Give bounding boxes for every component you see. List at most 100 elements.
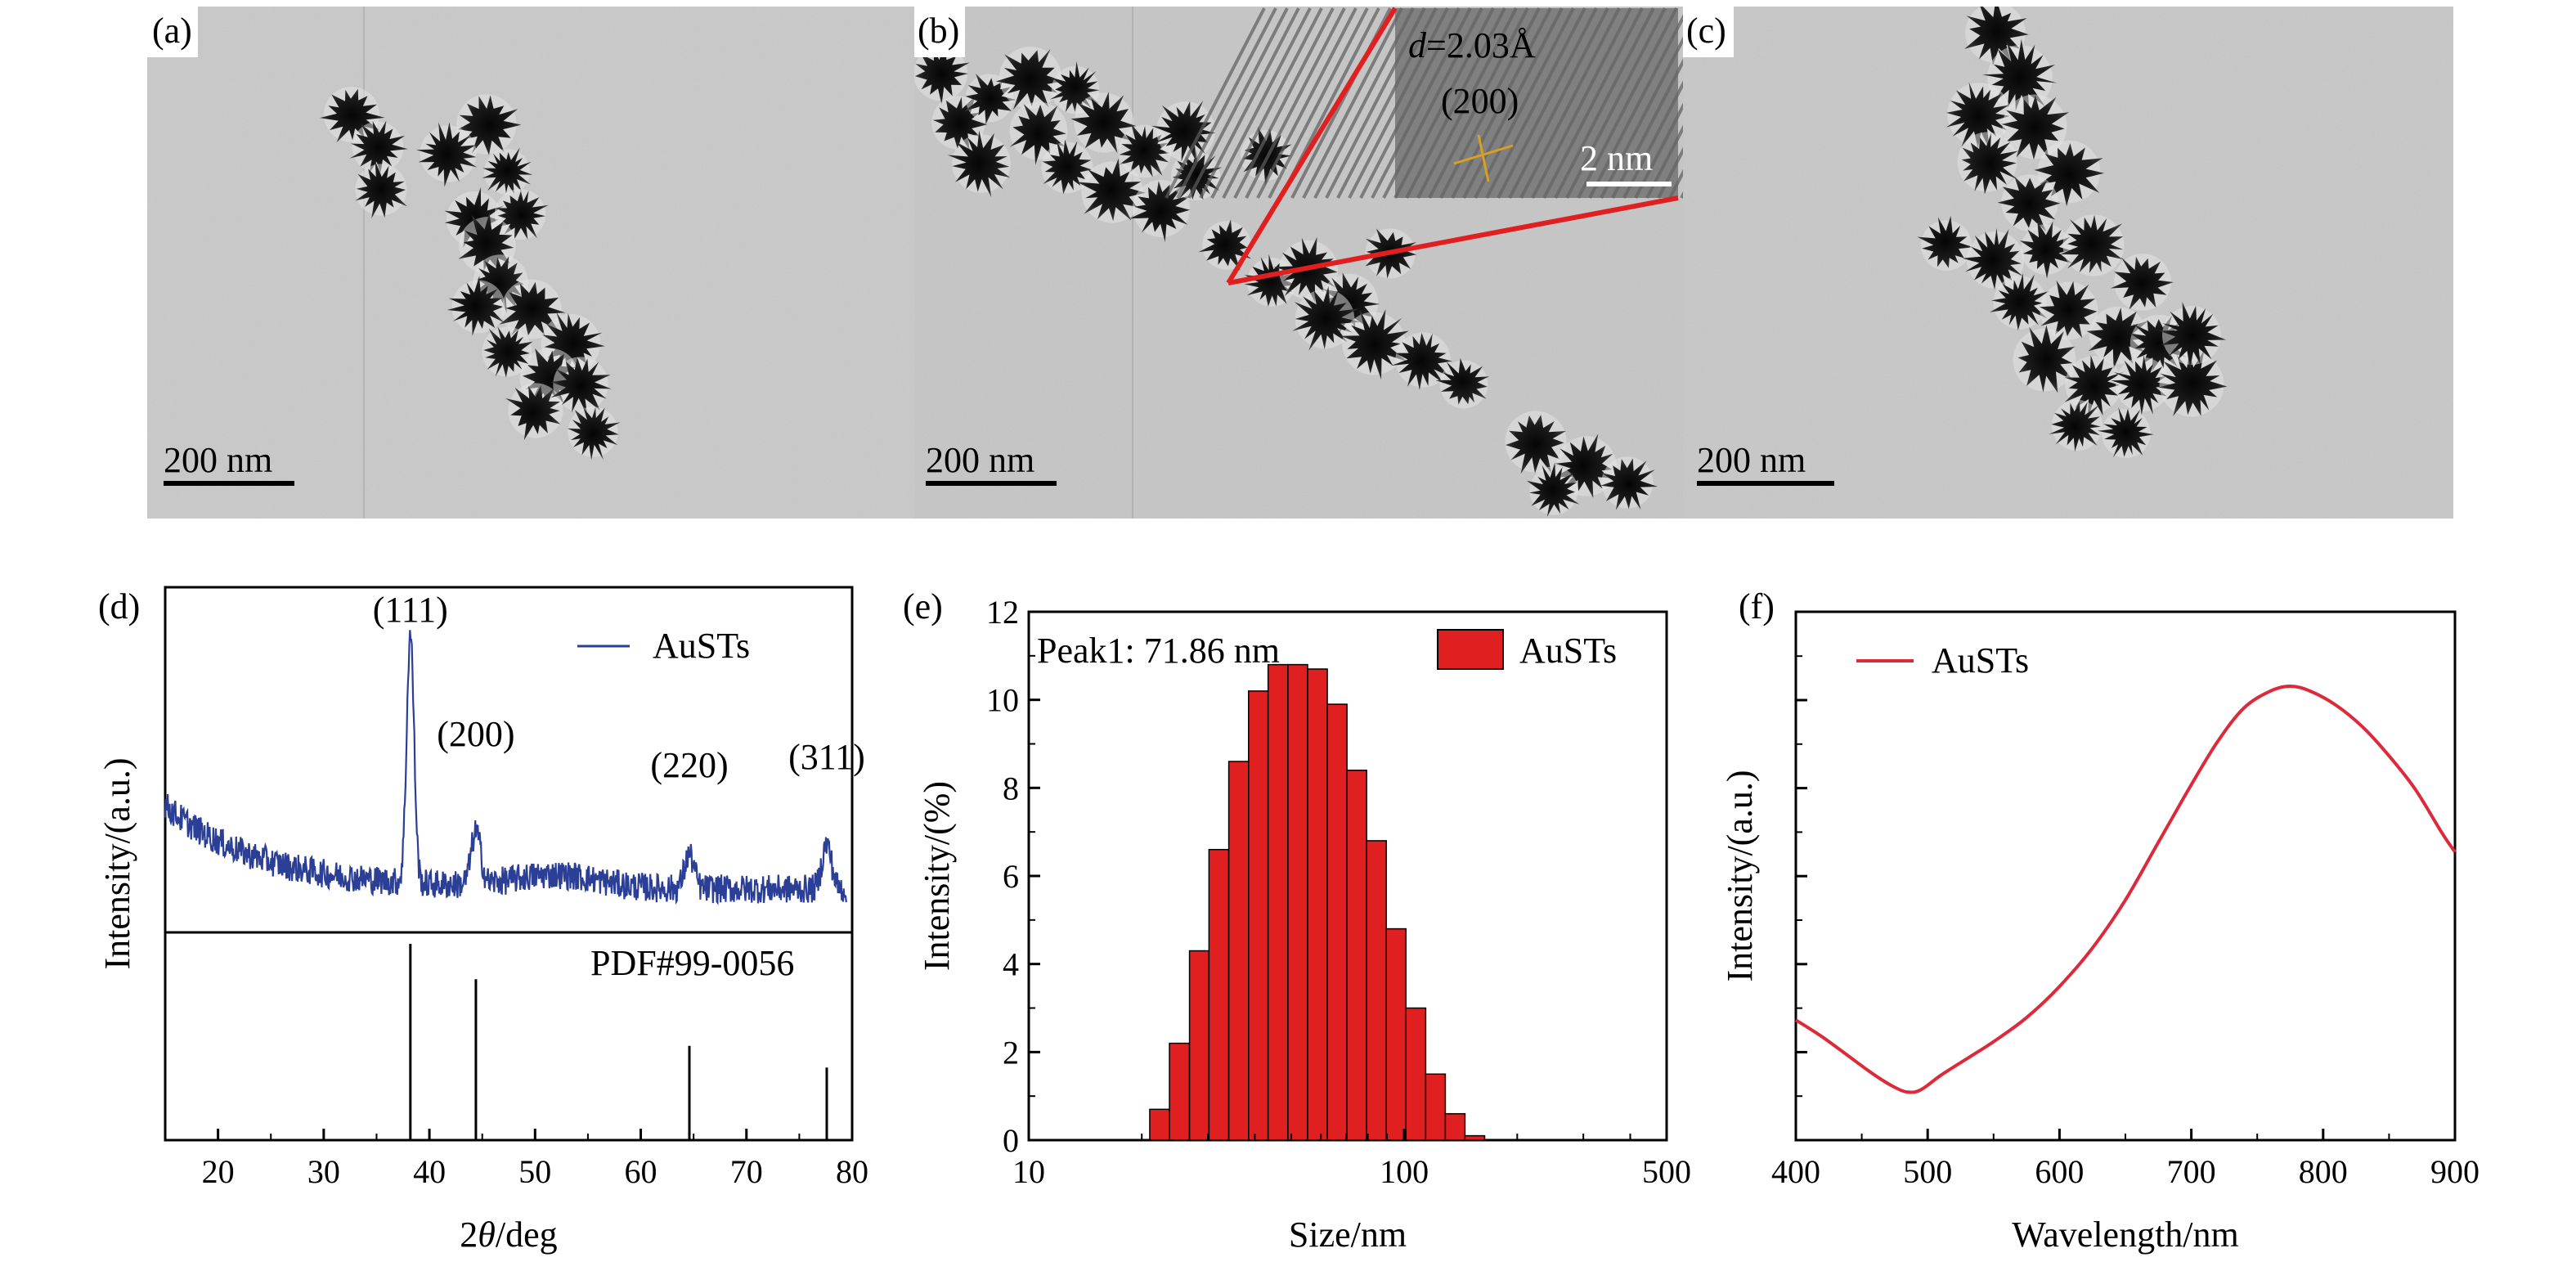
x-tick-label: 40 bbox=[413, 1153, 446, 1190]
nanostar bbox=[2059, 214, 2124, 273]
peak-label: (220) bbox=[650, 745, 728, 785]
y-tick-label: 4 bbox=[1003, 946, 1019, 983]
dls-legend-label: AuSTs bbox=[1519, 631, 1617, 671]
nanostar bbox=[1962, 227, 2023, 292]
tem-image-b: (b) 200 nm d=2.03Å (200) 2 nm bbox=[914, 7, 1941, 519]
nanostar bbox=[1049, 61, 1100, 113]
panel-label-c: (c) bbox=[1686, 11, 1726, 51]
uv-series-line bbox=[1794, 684, 2457, 1094]
scale-bar-b bbox=[926, 481, 1057, 486]
nanostar bbox=[1990, 273, 2050, 331]
dls-x-axis-title: Size/nm bbox=[1289, 1215, 1407, 1255]
nanostar bbox=[457, 95, 522, 155]
scale-bar-label-b: 200 nm bbox=[926, 440, 1034, 480]
nanostar bbox=[932, 96, 988, 151]
histogram-bar bbox=[1227, 761, 1250, 1141]
x-tick-label: 20 bbox=[202, 1153, 235, 1190]
histogram-bar bbox=[1444, 1112, 1466, 1141]
nanostar bbox=[1390, 332, 1452, 390]
uv-legend-label: AuSTs bbox=[1932, 640, 2029, 680]
panel-label-d: (d) bbox=[98, 586, 140, 627]
xrd-frame bbox=[164, 586, 854, 1142]
histogram-bar bbox=[1188, 950, 1210, 1141]
nanostar bbox=[1129, 181, 1193, 243]
histogram-bar bbox=[1307, 668, 1328, 1141]
nanostar bbox=[1553, 433, 1613, 498]
scale-bar-label-a: 200 nm bbox=[164, 440, 272, 480]
peak-label: (311) bbox=[788, 737, 865, 777]
histogram-bar bbox=[1385, 927, 1407, 1141]
nanostar bbox=[1961, 132, 2019, 195]
histogram-bar bbox=[1405, 1007, 1427, 1141]
nanostar bbox=[349, 120, 408, 174]
y-tick-label: 12 bbox=[986, 594, 1019, 631]
histogram-bar bbox=[1169, 1042, 1191, 1141]
xrd-legend-label: AuSTs bbox=[653, 626, 750, 666]
nanostar bbox=[2039, 280, 2098, 339]
scale-bar-c bbox=[1697, 481, 1834, 486]
x-tick-label: 500 bbox=[1642, 1153, 1691, 1190]
nanostar bbox=[1070, 92, 1137, 154]
nanostar bbox=[2086, 308, 2149, 369]
x-tick-label: 30 bbox=[307, 1153, 340, 1190]
x-tick-label: 80 bbox=[836, 1153, 868, 1190]
y-tick-label: 8 bbox=[1003, 770, 1019, 806]
nanostar bbox=[483, 326, 533, 378]
nanostar bbox=[1340, 308, 1409, 380]
nanostar bbox=[2049, 401, 2101, 452]
nanostar bbox=[2111, 355, 2171, 415]
nanostar bbox=[1151, 101, 1216, 163]
x-tick-label: 60 bbox=[625, 1153, 657, 1190]
nanostar bbox=[505, 385, 561, 441]
nanostar bbox=[1198, 219, 1252, 271]
xrd-chart: (d) (111) (200) (220) (311) PDF#99-0056 20 3… bbox=[97, 586, 868, 1255]
x-tick-label: 400 bbox=[1771, 1153, 1820, 1190]
peak-annotation: Peak1: 71.86 nm bbox=[1037, 631, 1280, 671]
nanostar bbox=[447, 276, 505, 336]
xrd-x-axis-title: 2θ/deg bbox=[460, 1215, 557, 1255]
nanostar bbox=[1077, 158, 1146, 222]
x-tick-label: 50 bbox=[518, 1153, 551, 1190]
nanostar bbox=[947, 130, 1011, 197]
histogram-bar bbox=[1366, 840, 1387, 1141]
x-tick-label: 100 bbox=[1380, 1153, 1429, 1190]
nanostar bbox=[416, 122, 478, 187]
xrd-series-line bbox=[164, 630, 847, 905]
reference-label: PDF#99-0056 bbox=[590, 943, 794, 983]
inset-plane-label: (200) bbox=[1441, 81, 1519, 121]
nanostar bbox=[1526, 462, 1580, 517]
nanostar bbox=[2157, 349, 2228, 416]
inset-scale-bar bbox=[1586, 182, 1672, 186]
zoom-line-bottom bbox=[1227, 195, 1679, 285]
tem-image-a: (a) 200 nm bbox=[147, 7, 914, 519]
nanostar bbox=[2017, 325, 2076, 393]
y-tick-label: 0 bbox=[1003, 1122, 1019, 1159]
x-tick-label: 600 bbox=[2035, 1153, 2084, 1190]
nanostar bbox=[320, 88, 385, 143]
nanostar bbox=[567, 406, 621, 460]
x-tick-label: 70 bbox=[730, 1153, 763, 1190]
histogram-bar bbox=[1149, 1108, 1170, 1141]
uv-y-axis-title: Intensity/(a.u.) bbox=[1720, 770, 1760, 981]
nanostar bbox=[482, 147, 533, 195]
nanostar bbox=[2158, 302, 2227, 369]
xrd-y-axis-title: Intensity/(a.u.) bbox=[97, 757, 137, 969]
histogram-bar bbox=[1346, 770, 1367, 1141]
histogram-bar bbox=[1287, 663, 1308, 1141]
dls-chart: (e) 0 2 4 6 8 10 12 10 100 500 Peak1: 71.86 nm Au… bbox=[903, 586, 1691, 1255]
histogram-bar bbox=[1267, 663, 1289, 1141]
nanostar bbox=[355, 160, 407, 219]
nanostar bbox=[914, 44, 970, 106]
nanostar bbox=[1172, 150, 1223, 200]
x-tick-label: 900 bbox=[2430, 1153, 2480, 1190]
uv-vis-chart: (f) 400 500 600 700 800 900 AuSTs Wavelength/… bbox=[1720, 586, 2480, 1255]
x-tick-label: 10 bbox=[1012, 1153, 1045, 1190]
nanostar bbox=[964, 74, 1016, 124]
panel-label-a: (a) bbox=[152, 11, 192, 51]
zoom-line-top bbox=[1226, 7, 1398, 285]
nanostar bbox=[1009, 104, 1066, 165]
nanostar bbox=[1506, 415, 1566, 474]
dls-y-axis-title: Intensity/(%) bbox=[917, 781, 957, 971]
panel-label-b: (b) bbox=[918, 11, 959, 51]
